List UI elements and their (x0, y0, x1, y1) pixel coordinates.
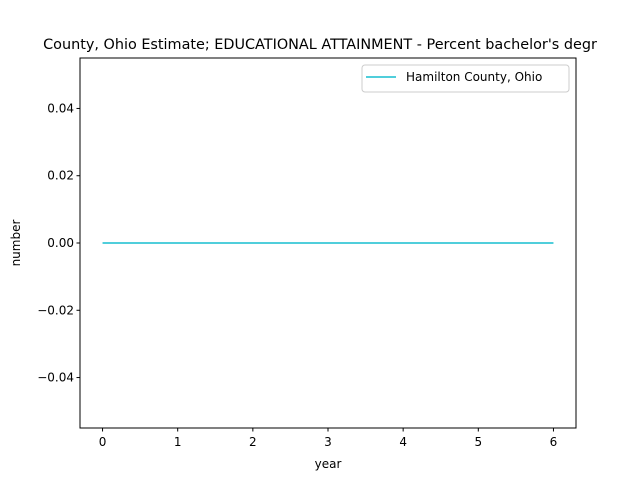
y-tick-label: 0.04 (47, 101, 74, 115)
x-tick-label: 4 (399, 435, 407, 449)
y-tick-label: 0.02 (47, 169, 74, 183)
y-axis-ticks: −0.04 −0.02 0.00 0.02 0.04 (37, 101, 80, 385)
plot-frame (79, 57, 577, 429)
x-tick-label: 5 (474, 435, 482, 449)
legend: Hamilton County, Ohio (361, 64, 570, 93)
x-axis-label: year (315, 457, 342, 471)
chart-title: County, Ohio Estimate; EDUCATIONAL ATTAI… (43, 37, 597, 53)
y-tick-label: −0.04 (37, 371, 74, 385)
legend-label: Hamilton County, Ohio (406, 70, 542, 84)
x-tick-label: 2 (249, 435, 257, 449)
x-tick-label: 3 (324, 435, 332, 449)
y-tick-label: −0.02 (37, 303, 74, 317)
x-tick-label: 1 (174, 435, 182, 449)
legend-box (361, 64, 570, 93)
x-tick-label: 6 (550, 435, 558, 449)
x-axis-ticks: 0 1 2 3 4 5 6 (99, 428, 558, 449)
x-tick-label: 0 (99, 435, 107, 449)
y-tick-label: 0.00 (47, 236, 74, 250)
y-axis-label: number (9, 220, 23, 267)
